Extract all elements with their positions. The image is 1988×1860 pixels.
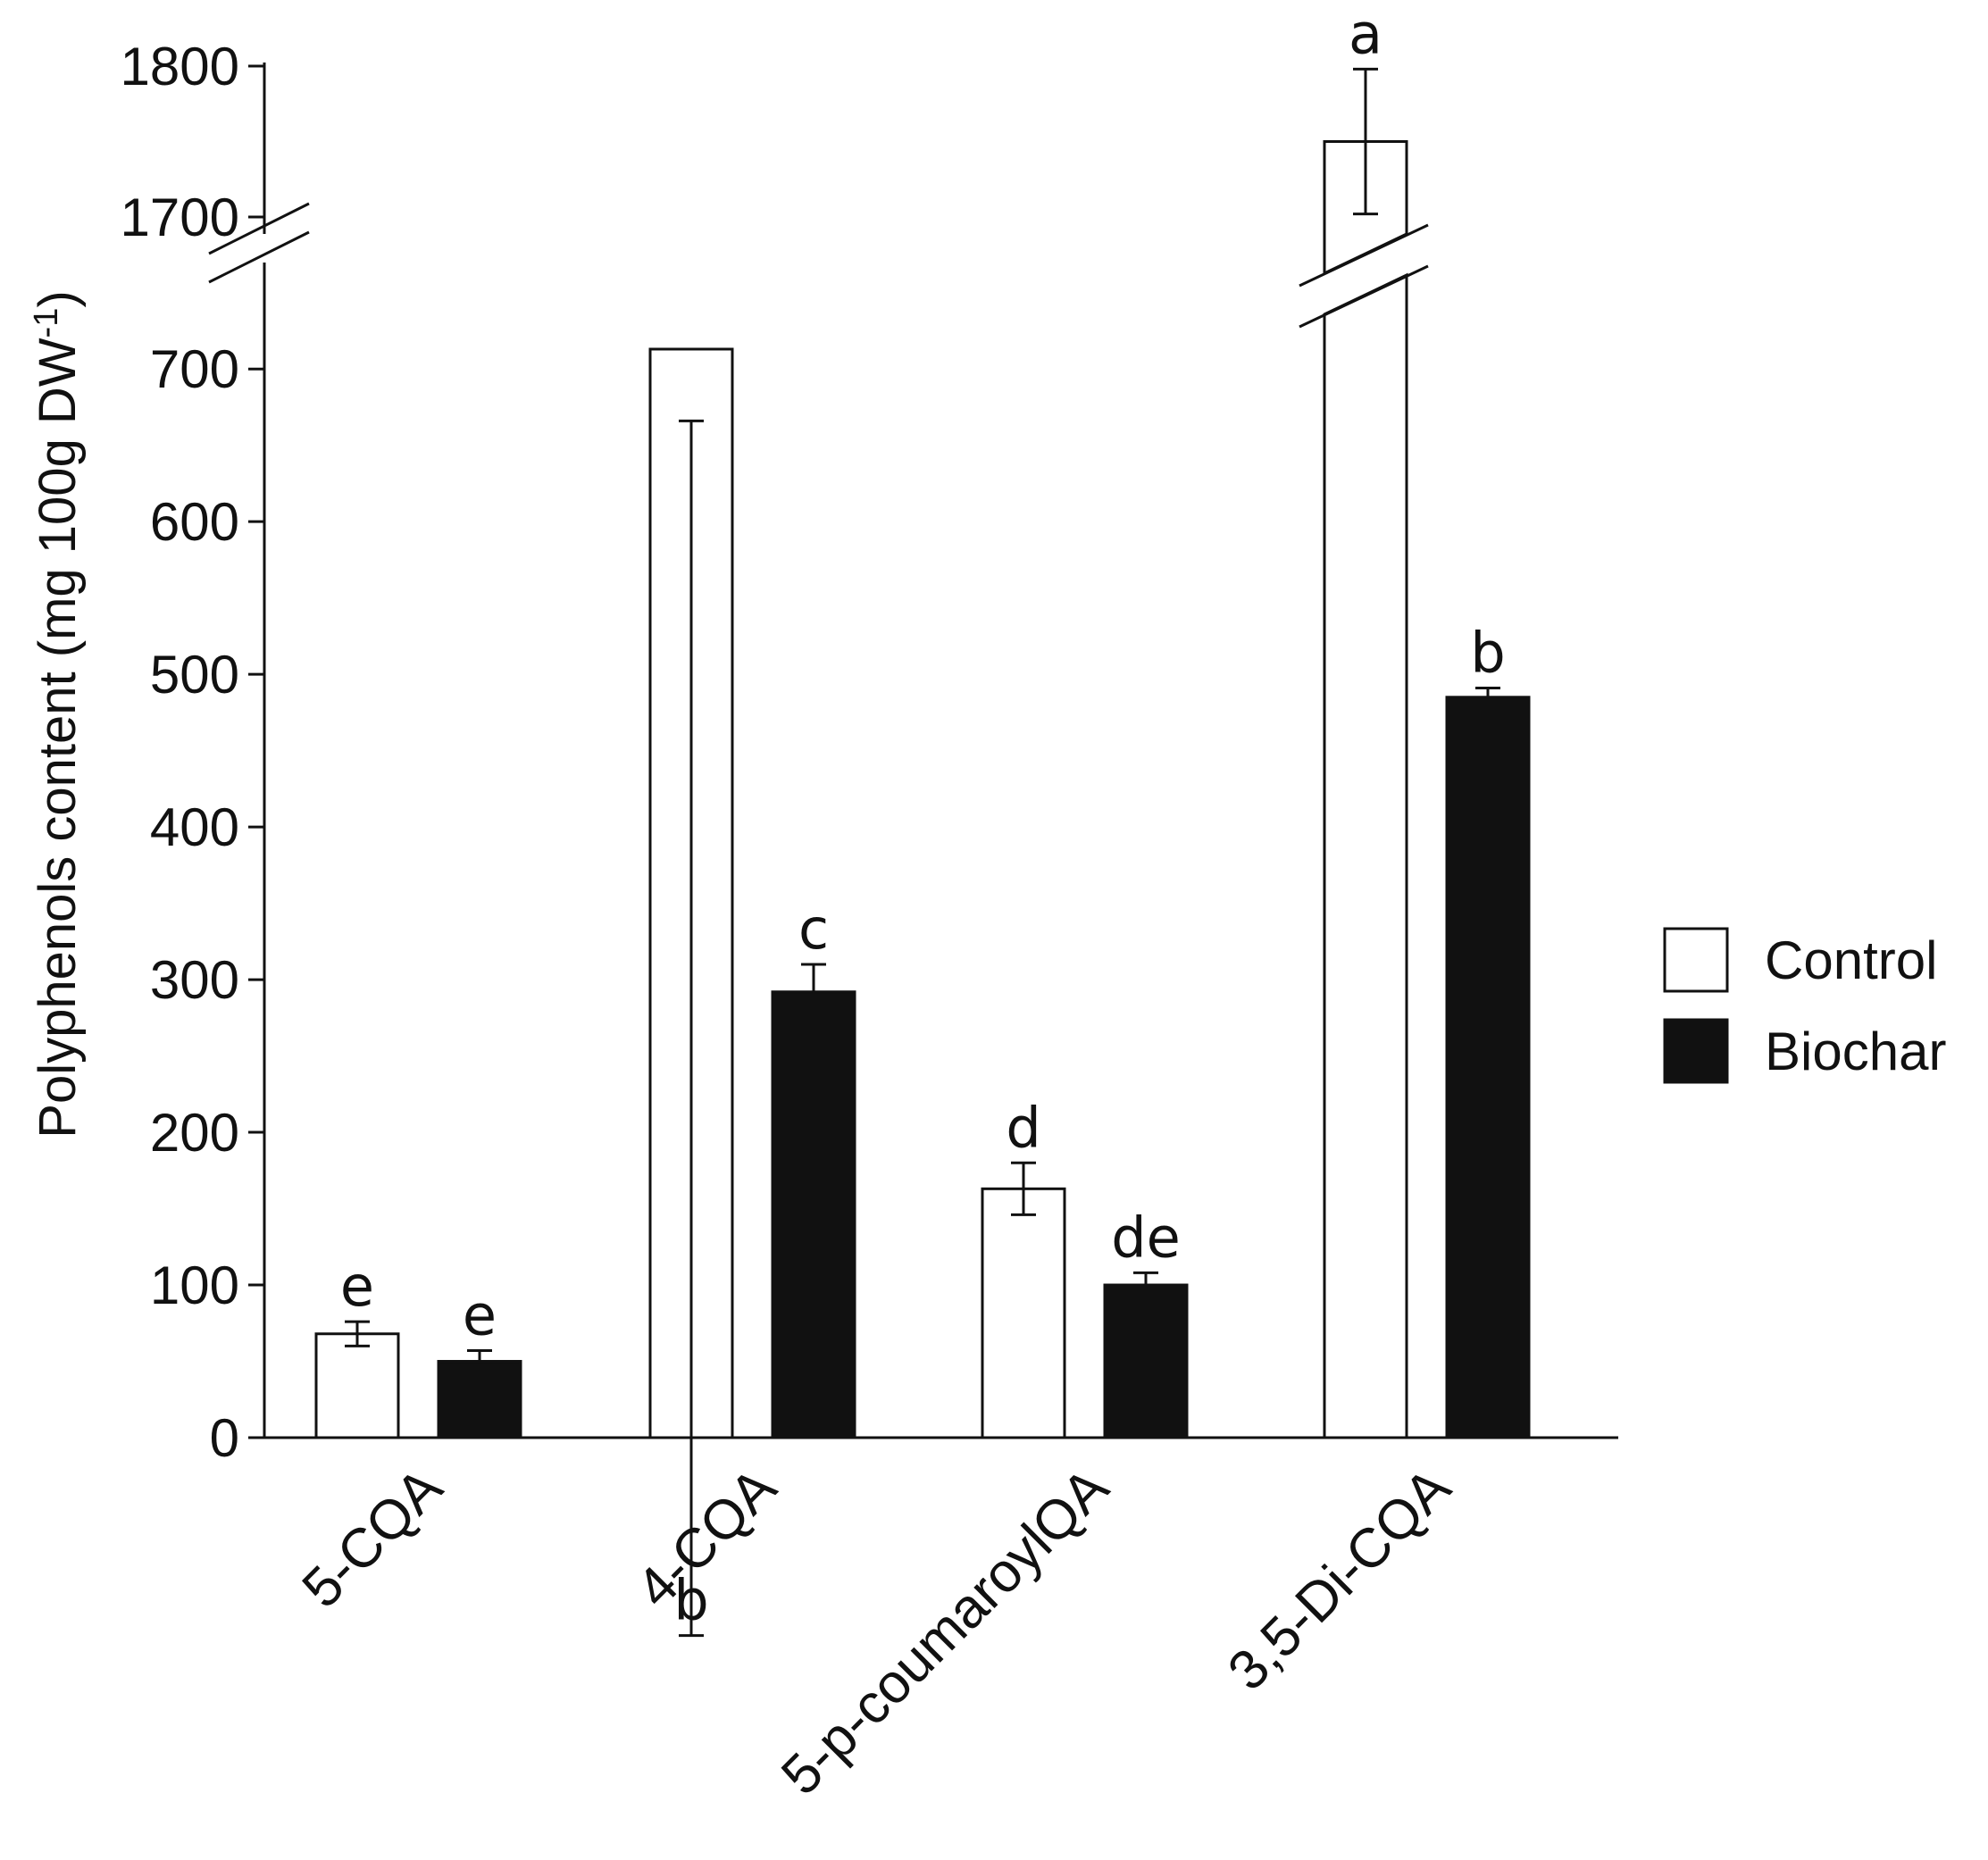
y-tick-label: 200 [150, 1103, 239, 1163]
significance-letter: e [340, 1254, 374, 1319]
legend-swatch-biochar [1663, 1018, 1729, 1084]
y-tick-label: 1700 [121, 188, 239, 247]
bar-control [981, 1187, 1066, 1439]
legend-swatch-control [1663, 927, 1729, 993]
bar-biochar [1445, 696, 1531, 1439]
error-bar-control [1353, 67, 1378, 216]
significance-letter: b [673, 1568, 708, 1633]
y-tick-label: 100 [150, 1255, 239, 1315]
error-bar-biochar [1133, 1271, 1158, 1286]
bar-biochar [771, 990, 856, 1439]
y-axis-title-main: Polyphenols content (mg 100g DW [29, 338, 87, 1139]
significance-letter: c [798, 897, 829, 962]
significance-letter: b [1470, 621, 1505, 686]
x-category-label: 5-p-coumaroylQA [770, 1456, 1121, 1807]
y-axis-break-mark [208, 202, 310, 255]
bar-biochar [437, 1360, 522, 1439]
y-tick-label: 600 [150, 492, 239, 552]
error-bar-biochar [801, 963, 826, 992]
y-axis-title: Polyphenols content (mg 100g DW-1) [28, 290, 87, 1138]
y-tick-label: 500 [150, 645, 239, 705]
error-bar-control [345, 1320, 370, 1347]
y-axis-title-close: ) [29, 290, 87, 307]
significance-letter: de [1111, 1205, 1181, 1270]
bar-break-mark [1299, 223, 1429, 288]
y-tick-label: 0 [210, 1408, 239, 1468]
y-tick-label: 400 [150, 797, 239, 857]
bar-control [314, 1332, 400, 1439]
error-bar-control [679, 419, 704, 1638]
error-bar-control [1011, 1161, 1036, 1216]
significance-letter: e [463, 1283, 497, 1348]
legend-label-biochar: Biochar [1765, 1022, 1946, 1081]
bar-control [1299, 140, 1429, 1439]
significance-letter: d [1006, 1095, 1040, 1160]
bars: e e b c d de a b [314, 1, 1531, 1638]
y-axis-title-superscript: -1 [28, 308, 65, 338]
y-tick-label: 300 [150, 950, 239, 1010]
x-category-label: 3,5-Di-CQA [1216, 1456, 1463, 1703]
bar-break-mark [1299, 264, 1429, 329]
bar-segment-lower [1323, 272, 1408, 1439]
legend-label-control: Control [1765, 930, 1937, 990]
legend: Control Biochar [1663, 927, 1946, 1084]
bar-biochar [1103, 1283, 1189, 1439]
significance-letter: a [1349, 1, 1382, 66]
error-bar-biochar [467, 1349, 492, 1362]
error-bar-biochar [1475, 687, 1500, 697]
y-tick-label: 700 [150, 339, 239, 399]
y-tick-label: 1800 [121, 37, 239, 96]
x-category-label: 5-CQA [291, 1456, 455, 1620]
y-axis-break-mark [208, 230, 310, 284]
